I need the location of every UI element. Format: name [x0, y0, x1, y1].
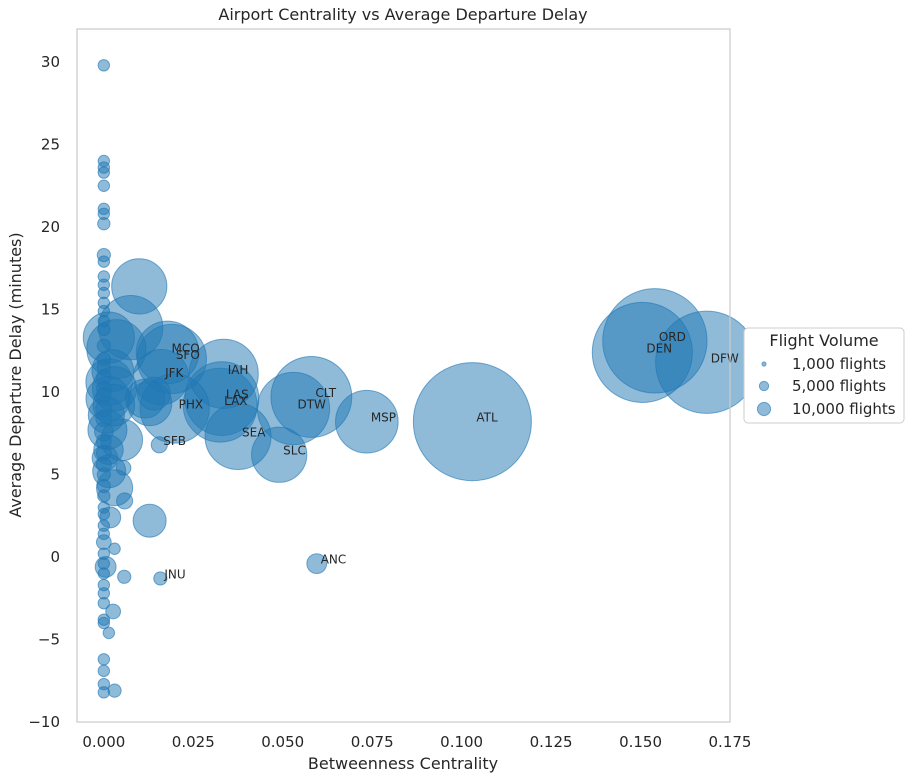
point-jnu — [153, 571, 168, 586]
point-label: PHX — [179, 398, 203, 412]
data-point — [97, 255, 111, 268]
legend: Flight Volume 1,000 flights 5,000 flights… — [743, 327, 905, 424]
point-label: LAS — [226, 388, 249, 402]
point-anc — [306, 553, 328, 574]
point-label: SFO — [176, 348, 200, 362]
y-tick-label: −10 — [28, 713, 60, 731]
point-label: MCO — [172, 341, 200, 355]
data-point — [97, 596, 111, 610]
y-tick-label: 20 — [41, 218, 60, 236]
point-label: ORD — [659, 330, 686, 344]
point-sfb — [150, 436, 168, 454]
legend-title: Flight Volume — [769, 331, 878, 350]
point-label: SLC — [283, 444, 306, 458]
data-point — [96, 360, 111, 375]
x-tick-label: 0.050 — [261, 733, 304, 751]
legend-label: 1,000 flights — [792, 355, 886, 373]
legend-marker — [761, 361, 767, 367]
legend-marker — [758, 380, 770, 392]
chart-title: Airport Centrality vs Average Departure … — [218, 5, 587, 24]
y-tick-label: 5 — [50, 466, 60, 484]
data-point — [97, 179, 111, 192]
plot-frame — [76, 28, 731, 723]
legend-entries: 1,000 flights 5,000 flights 10,000 flights — [756, 355, 896, 418]
data-point — [102, 626, 116, 640]
data-point — [97, 314, 111, 328]
data-point — [111, 258, 168, 315]
point-label: IAH — [228, 363, 249, 377]
data-point — [97, 166, 111, 179]
y-tick-label: −5 — [38, 631, 60, 649]
data-point — [95, 409, 113, 427]
point-label: ATL — [476, 411, 498, 425]
y-tick-label: 15 — [41, 301, 60, 319]
point-label: ANC — [321, 553, 347, 567]
legend-marker — [756, 401, 772, 417]
data-point — [97, 664, 111, 678]
x-tick-label: 0.150 — [619, 733, 662, 751]
legend-label: 10,000 flights — [792, 400, 896, 418]
x-tick-label: 0.075 — [351, 733, 394, 751]
x-tick-label: 0.175 — [709, 733, 752, 751]
data-point — [97, 686, 111, 699]
legend-label: 5,000 flights — [792, 377, 886, 395]
data-point — [115, 460, 132, 476]
point-atl — [412, 362, 532, 482]
x-tick-label: 0.100 — [440, 733, 483, 751]
data-point — [108, 542, 121, 555]
x-tick-label: 0.125 — [530, 733, 573, 751]
data-point — [95, 387, 112, 404]
data-point — [96, 338, 111, 353]
point-slc — [251, 426, 308, 483]
point-label: MSP — [371, 411, 396, 425]
x-tick-label: 0.025 — [172, 733, 215, 751]
data-point — [132, 503, 167, 538]
point-label: JFK — [164, 366, 184, 380]
data-point — [107, 683, 122, 698]
data-point — [136, 376, 171, 411]
point-label: LAX — [224, 394, 247, 408]
data-point — [97, 59, 111, 72]
y-tick-label: 25 — [41, 136, 60, 154]
data-point — [97, 507, 111, 521]
x-axis-ticks: 0.000 0.025 0.050 0.075 0.100 0.125 0.150 0.175 — [82, 733, 751, 751]
y-tick-label: 10 — [41, 383, 60, 401]
x-axis-label: Betweenness Centrality — [308, 754, 498, 773]
point-label: CLT — [315, 386, 336, 400]
data-point — [117, 569, 132, 584]
data-point — [97, 567, 111, 580]
point-label: DEN — [646, 341, 672, 355]
legend-box — [743, 327, 905, 424]
data-point — [116, 492, 134, 510]
data-point — [97, 653, 111, 666]
y-axis-label: Average Departure Delay (minutes) — [6, 232, 25, 517]
point-label: DTW — [297, 398, 326, 412]
y-axis-ticks: −10 −5 0 5 10 15 20 25 30 — [28, 53, 60, 731]
point-label: SEA — [242, 426, 266, 440]
y-tick-label: 30 — [41, 53, 60, 71]
x-tick-label: 0.000 — [82, 733, 125, 751]
y-tick-label: 0 — [50, 548, 60, 566]
point-label: DFW — [711, 351, 739, 365]
point-msp — [335, 389, 399, 454]
point-den — [591, 301, 693, 403]
point-label: JNU — [163, 567, 185, 581]
point-label: SFB — [163, 434, 186, 448]
data-point — [97, 489, 111, 503]
data-point — [97, 527, 111, 541]
points-layer — [82, 59, 759, 699]
data-point — [97, 207, 111, 221]
data-point — [97, 616, 111, 630]
data-point — [105, 603, 122, 620]
